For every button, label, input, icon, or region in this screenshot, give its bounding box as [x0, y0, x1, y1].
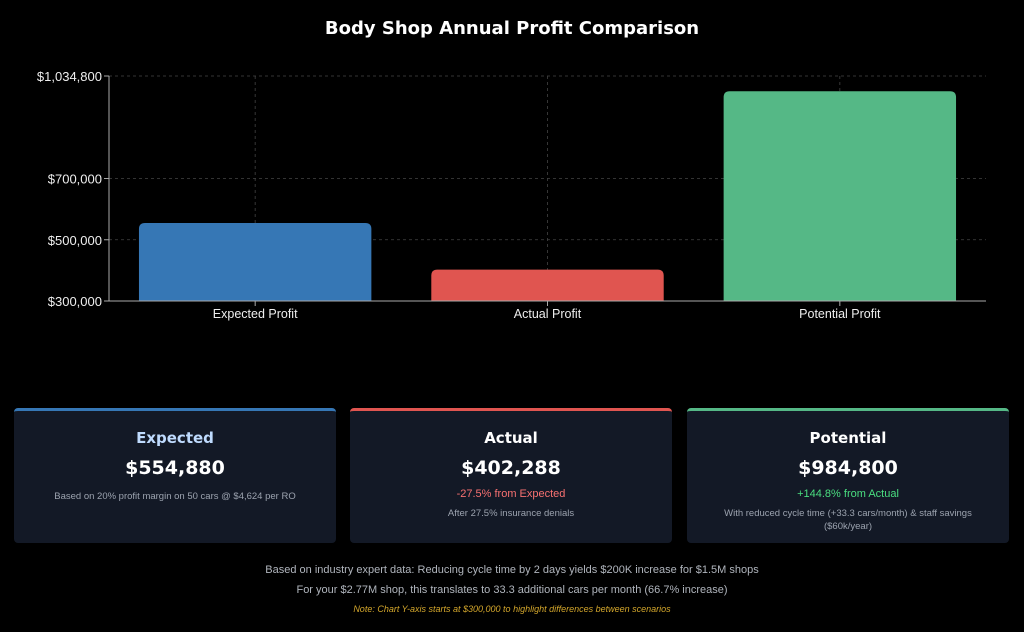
x-tick-label: Expected Profit	[213, 307, 298, 321]
chart-title: Body Shop Annual Profit Comparison	[324, 18, 700, 39]
card-description: Based on 20% profit margin on 50 cars @ …	[54, 491, 296, 502]
footer-note: Note: Chart Y-axis starts at $300,000 to…	[353, 604, 671, 614]
card-value: $554,880	[125, 457, 225, 479]
y-tick-label: $300,000	[48, 294, 102, 309]
x-tick-label: Potential Profit	[799, 307, 881, 321]
y-tick-label: $1,034,800	[37, 69, 102, 84]
card-title: Expected	[136, 429, 214, 447]
footer-line-2: For your $2.77M shop, this translates to…	[296, 584, 728, 596]
x-tick-label: Actual Profit	[514, 307, 582, 321]
card-title: Potential	[809, 429, 887, 447]
card-description: With reduced cycle time (+33.3 cars/mont…	[724, 508, 972, 532]
card-change: +144.8% from Actual	[797, 488, 899, 500]
card-actual: Actual $402,288 -27.5% from Expected Aft…	[350, 408, 672, 543]
card-value: $402,288	[461, 457, 561, 479]
card-title: Actual	[484, 429, 538, 447]
y-tick-label: $500,000	[48, 233, 102, 248]
card-value: $984,800	[798, 457, 898, 479]
card-description: After 27.5% insurance denials	[447, 508, 575, 519]
card-change: -27.5% from Expected	[456, 488, 566, 500]
card-expected: Expected $554,880 Based on 20% profit ma…	[14, 408, 336, 543]
bar-potential-profit	[723, 91, 957, 301]
y-tick-label: $700,000	[48, 172, 102, 187]
bar-actual-profit	[431, 269, 664, 301]
bar-chart: $300,000 $500,000 $700,000 $1,034,800 Expect…	[37, 69, 986, 321]
card-potential: Potential $984,800 +144.8% from Actual W…	[687, 408, 1009, 543]
footer-line-1: Based on industry expert data: Reducing …	[265, 564, 759, 576]
bar-expected-profit	[138, 222, 372, 301]
